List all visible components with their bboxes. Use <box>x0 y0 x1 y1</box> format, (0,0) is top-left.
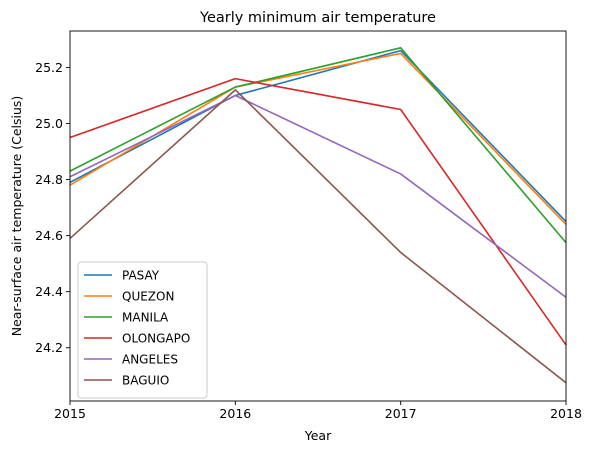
y-tick-label-25.2: 25.2 <box>35 60 63 75</box>
x-tick-label-2017: 2017 <box>385 406 417 421</box>
y-tick-label-24.2: 24.2 <box>35 340 63 355</box>
y-tick-label-24.8: 24.8 <box>35 172 63 187</box>
y-axis-label: Near-surface air temperature (Celsius) <box>9 96 24 337</box>
legend-label-angeles: ANGELES <box>122 353 178 367</box>
x-tick-label-2018: 2018 <box>550 406 582 421</box>
series-line-olongapo <box>69 77 567 346</box>
series-line-baguio <box>69 89 567 384</box>
x-tick-label-2016: 2016 <box>219 406 251 421</box>
series-line-angeles <box>69 94 567 298</box>
axes-frame <box>69 30 567 402</box>
legend-label-baguio: BAGUIO <box>122 374 169 388</box>
legend-label-quezon: QUEZON <box>122 290 174 304</box>
axes-layer: 2015 2016 2017 2018 24.2 24.4 24.6 24.8 25.0 25.2 <box>35 30 582 421</box>
series-layer <box>69 47 567 384</box>
y-tick-label-25.0: 25.0 <box>35 116 63 131</box>
chart-title: Yearly minimum air temperature <box>199 10 436 26</box>
x-axis-label: Year <box>304 428 332 443</box>
legend-label-manila: MANILA <box>122 311 169 325</box>
x-tick-label-2015: 2015 <box>54 406 86 421</box>
legend-label-pasay: PASAY <box>122 269 160 283</box>
series-line-manila <box>69 47 567 244</box>
y-tick-label-24.6: 24.6 <box>35 228 63 243</box>
y-tick-label-24.4: 24.4 <box>35 284 63 299</box>
series-line-pasay <box>69 49 567 223</box>
legend-label-olongapo: OLONGAPO <box>122 332 190 346</box>
legend: PASAY QUEZON MANILA OLONGAPO ANGELES BAGUIO <box>77 261 208 399</box>
